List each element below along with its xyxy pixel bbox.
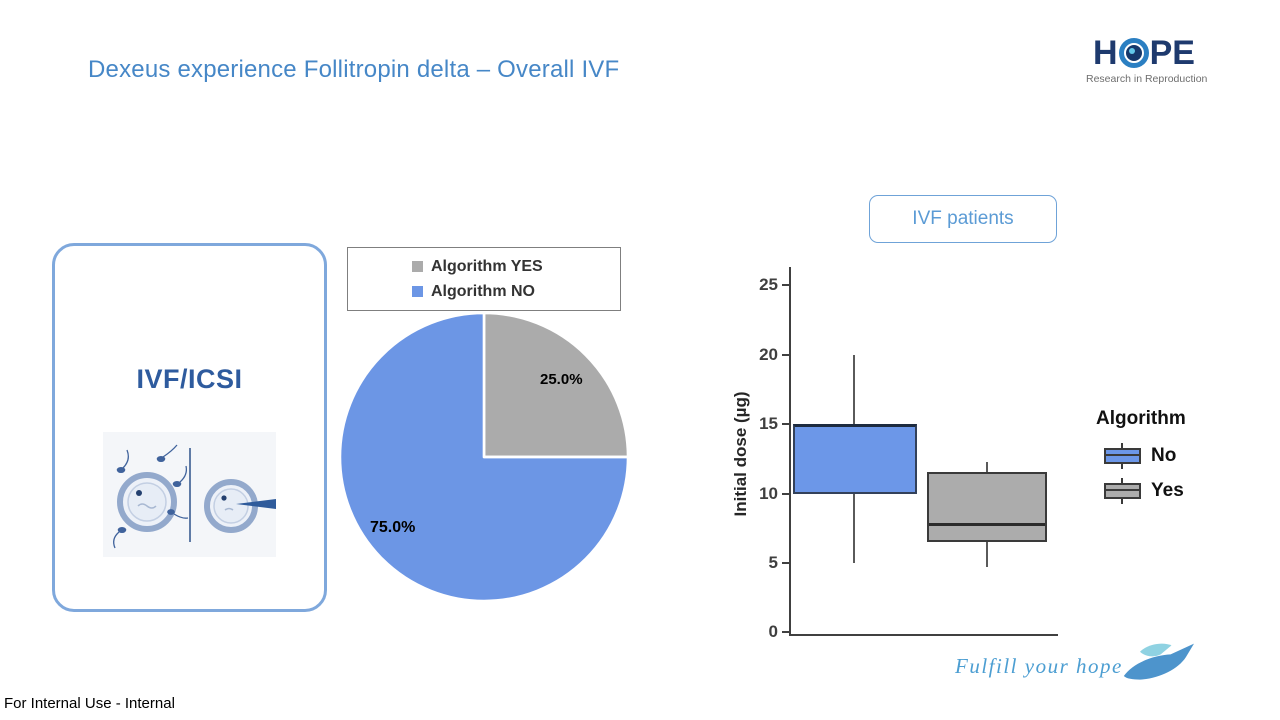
boxplot-no-lower-whisker [853, 494, 855, 563]
tagline: Fulfill your hope [955, 654, 1123, 678]
pie-data-label-yes: 25.0% [540, 371, 583, 388]
y-tick-label-5: 5 [768, 553, 778, 572]
footer-classification: For Internal Use - Internal [4, 695, 175, 712]
pie-slice-no [338, 311, 630, 603]
y-tick-0 [782, 631, 789, 633]
boxplot-yes-upper-whisker [986, 462, 988, 472]
slide-title: Dexeus experience Follitropin delta – Ov… [88, 56, 620, 83]
boxplot-yes-box [927, 472, 1047, 542]
legend-swatch-gray [412, 261, 423, 272]
eye-icon [1118, 38, 1149, 68]
y-tick-10 [782, 493, 789, 495]
boxplot-key-no-icon [1104, 443, 1141, 469]
hope-logo-word: H PE [1086, 34, 1202, 72]
ivf-icsi-card: IVF/ICSI [52, 243, 327, 612]
y-tick-label-25: 25 [759, 275, 778, 294]
boxplot-y-axis-line [789, 267, 791, 636]
boxplot-legend-title: Algorithm [1096, 408, 1186, 429]
y-tick-label-0: 0 [768, 622, 778, 641]
boxplot-yes-median-line [929, 523, 1045, 526]
boxplot-no-box [793, 424, 917, 494]
pie-legend-label-yes: Algorithm YES [431, 257, 543, 275]
eye-iris [1125, 45, 1142, 61]
legend-swatch-blue [412, 286, 423, 297]
boxplot-no-upper-whisker [853, 355, 855, 425]
pie-legend-item-no: Algorithm NO [412, 283, 620, 301]
boxplot-legend-item-yes: Yes [1104, 478, 1184, 504]
hope-letter-h: H [1093, 34, 1118, 72]
y-tick-15 [782, 423, 789, 425]
boxplot-legend-label-yes: Yes [1151, 480, 1184, 501]
ivf-patients-badge: IVF patients [869, 195, 1057, 243]
boxplot-yes-lower-whisker [986, 542, 988, 567]
pie-legend-label-no: Algorithm NO [431, 282, 535, 300]
hope-logo-subtitle: Research in Reproduction [1086, 73, 1208, 85]
ivf-icsi-label: IVF/ICSI [136, 364, 243, 394]
boxplot-legend-label-no: No [1151, 445, 1177, 466]
pie-chart [338, 311, 630, 603]
hope-logo: H PE Research in Reproduction [1086, 34, 1208, 85]
y-tick-label-10: 10 [759, 484, 778, 503]
y-tick-label-15: 15 [759, 414, 778, 433]
y-tick-label-20: 20 [759, 345, 778, 364]
y-tick-20 [782, 354, 789, 356]
boxplot-key-yes-icon [1104, 478, 1141, 504]
boxplot-y-axis-title: Initial dose (µg) [731, 391, 750, 517]
pie-legend-item-yes: Algorithm YES [412, 258, 620, 276]
boxplot-x-axis-line [789, 634, 1058, 636]
swoosh-logo-icon [1123, 643, 1194, 680]
pie-slice-yes [482, 311, 630, 459]
boxplot-legend-item-no: No [1104, 443, 1176, 469]
ivf-icsi-illustration [103, 432, 276, 557]
pie-data-label-no: 75.0% [370, 519, 416, 536]
hope-letters-pe: PE [1149, 34, 1195, 72]
y-tick-25 [782, 284, 789, 286]
pie-legend: Algorithm YES Algorithm NO [347, 247, 621, 311]
y-tick-5 [782, 562, 789, 564]
eye-pupil [1128, 48, 1135, 54]
